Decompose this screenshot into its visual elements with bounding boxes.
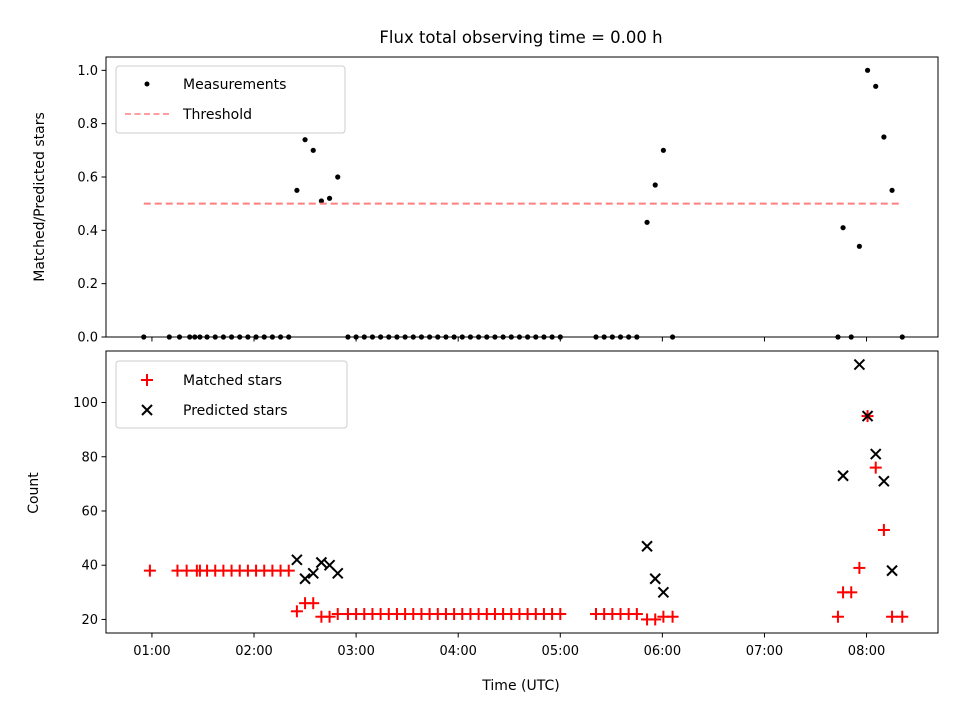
y-tick-label: 0.4 xyxy=(77,224,98,239)
data-point xyxy=(869,461,882,474)
data-point xyxy=(641,540,653,552)
x-tick-label: 05:00 xyxy=(542,644,579,659)
data-point xyxy=(649,613,662,626)
data-point xyxy=(870,448,882,460)
y-tick-label: 0.6 xyxy=(77,171,98,186)
data-point xyxy=(878,475,890,487)
data-point xyxy=(889,187,895,193)
data-point xyxy=(294,187,300,193)
data-point xyxy=(323,610,336,623)
data-point xyxy=(853,561,866,574)
data-point xyxy=(864,67,871,73)
data-point xyxy=(873,83,879,89)
legend-threshold-label: Threshold xyxy=(182,107,252,123)
y-tick-label: 40 xyxy=(81,559,98,574)
data-point xyxy=(856,243,862,249)
data-point xyxy=(307,597,320,610)
data-point xyxy=(896,610,909,623)
bottom-axes-frame xyxy=(105,350,939,634)
legend-matched-label: Matched stars xyxy=(183,373,282,389)
data-point xyxy=(282,564,295,577)
chart-title: Flux total observing time = 0.00 h xyxy=(379,28,662,47)
data-point xyxy=(666,610,679,623)
series-predicted-stars xyxy=(291,358,898,599)
data-point xyxy=(881,134,887,140)
legend-measurements-marker xyxy=(144,81,150,87)
data-point xyxy=(649,573,661,585)
data-point xyxy=(310,147,316,153)
data-point xyxy=(335,174,341,180)
data-point xyxy=(318,198,325,204)
top-axes-frame xyxy=(105,56,939,338)
data-point xyxy=(845,586,858,599)
data-point xyxy=(644,219,650,225)
data-point xyxy=(660,147,666,153)
data-point xyxy=(143,564,156,577)
y-tick-label: 80 xyxy=(81,450,98,465)
data-point xyxy=(853,358,866,371)
data-point xyxy=(307,567,319,580)
data-point xyxy=(554,608,567,621)
bottom-y-axis-label: Count xyxy=(26,472,42,514)
data-point xyxy=(886,610,899,623)
data-point xyxy=(840,225,846,231)
y-tick-label: 0.8 xyxy=(77,117,98,132)
y-tick-label: 100 xyxy=(73,396,98,411)
y-tick-label: 1.0 xyxy=(77,64,98,79)
legend-predicted-marker xyxy=(141,404,153,416)
data-point xyxy=(180,564,193,577)
top-legend-frame xyxy=(115,65,346,134)
bottom-panel: 20 40 60 80 100 01:00 02:00 03:00 04:00 05:00 06:… xyxy=(26,350,939,694)
legend-predicted-label: Predicted stars xyxy=(183,403,288,419)
data-point xyxy=(290,605,303,618)
data-point xyxy=(302,137,308,143)
data-point xyxy=(315,556,328,569)
x-tick-label: 08:00 xyxy=(848,644,885,659)
y-tick-label: 60 xyxy=(81,504,98,519)
data-point xyxy=(886,564,898,577)
legend-measurements-label: Measurements xyxy=(183,77,286,93)
y-tick-label: 20 xyxy=(81,613,98,628)
series-matched-stars xyxy=(143,410,909,626)
x-axis-label: Time (UTC) xyxy=(481,678,559,694)
data-point xyxy=(652,182,658,188)
top-y-axis-label: Matched/Predicted stars xyxy=(32,112,48,282)
data-point xyxy=(657,586,670,599)
bottom-legend-frame xyxy=(115,360,348,429)
x-tick-label: 06:00 xyxy=(644,644,681,659)
data-point xyxy=(331,608,344,621)
top-panel: 0.0 0.2 0.4 0.6 0.8 1.0 Matched/Predicted sta… xyxy=(32,56,939,346)
x-tick-label: 01:00 xyxy=(133,644,170,659)
data-point xyxy=(332,567,344,580)
data-point xyxy=(299,573,311,585)
data-point xyxy=(326,195,333,201)
top-legend: Measurements Threshold xyxy=(115,65,346,134)
legend-matched-marker xyxy=(141,374,153,386)
data-point xyxy=(831,610,844,623)
data-point xyxy=(877,523,890,536)
data-point xyxy=(861,410,874,422)
x-tick-label: 04:00 xyxy=(439,644,476,659)
y-tick-label: 0.2 xyxy=(77,277,98,292)
data-point xyxy=(837,470,849,482)
y-tick-label: 0.0 xyxy=(77,331,98,346)
data-point xyxy=(291,554,303,566)
x-tick-label: 03:00 xyxy=(337,644,374,659)
data-point xyxy=(630,608,643,621)
bottom-legend: Matched stars Predicted stars xyxy=(115,360,348,429)
x-tick-label: 02:00 xyxy=(235,644,272,659)
x-tick-label: 07:00 xyxy=(746,644,783,659)
